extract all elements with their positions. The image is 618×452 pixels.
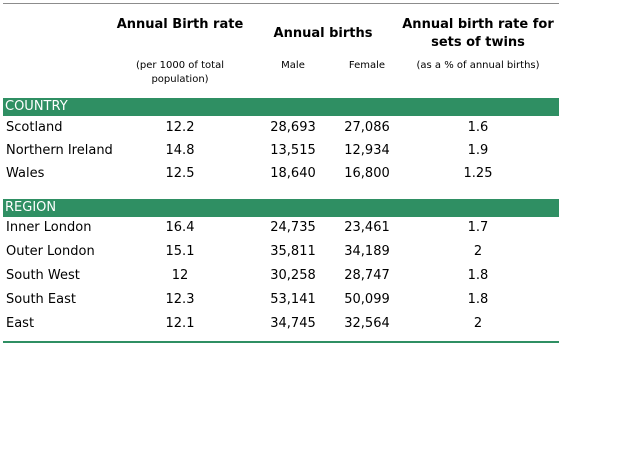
row-male-births: 35,811 [270,244,316,259]
row-twins-rate: 1.8 [467,292,489,307]
row-twins-rate: 1.6 [467,120,489,135]
row-twins-rate: 1.8 [467,268,489,283]
section-country: COUNTRY [3,98,559,116]
birth-rate-subheader: (per 1000 of total population) [135,60,224,85]
row-female-births: 32,564 [344,316,390,331]
twins-rate-header: Annual birth rate for sets of twins [402,17,554,50]
table-header: Annual Birth rate (per 1000 of total pop… [3,3,559,95]
row-name: Inner London [6,220,92,235]
male-column-header: Male [281,60,305,71]
section-region: REGION [3,199,559,217]
twins-rate-subheader: (as a % of annual births) [416,60,540,71]
row-twins-rate: 1.7 [467,220,489,235]
row-birth-rate: 12.3 [165,292,195,307]
row-name: South West [6,268,80,283]
row-twins-rate: 2 [473,316,483,331]
row-male-births: 24,735 [270,220,316,235]
row-male-births: 30,258 [270,268,316,283]
row-name: Outer London [6,244,95,259]
row-birth-rate: 14.8 [165,143,195,158]
row-name: South East [6,292,76,307]
row-name: Scotland [6,120,63,135]
row-female-births: 34,189 [344,244,390,259]
row-male-births: 53,141 [270,292,316,307]
table-row: Outer London 15.1 35,811 34,189 2 [3,240,559,263]
table-row: South East 12.3 53,141 50,099 1.8 [3,288,559,311]
table-row: East 12.1 34,745 32,564 2 [3,312,559,335]
row-twins-rate: 1.9 [467,143,489,158]
row-female-births: 28,747 [344,268,390,283]
row-name: Northern Ireland [6,143,113,158]
row-name: East [6,316,35,331]
row-male-births: 28,693 [270,120,316,135]
row-male-births: 34,745 [270,316,316,331]
table-row: South West 12 30,258 28,747 1.8 [3,264,559,287]
row-female-births: 50,099 [344,292,390,307]
table-row: Northern Ireland 14.8 13,515 12,934 1.9 [3,139,559,162]
bottom-border [3,341,559,343]
table-row: Inner London 16.4 24,735 23,461 1.7 [3,216,559,239]
row-female-births: 23,461 [344,220,390,235]
female-column-header: Female [348,60,386,71]
annual-births-header: Annual births [273,26,373,41]
row-birth-rate: 12.1 [165,316,195,331]
row-twins-rate: 2 [473,244,483,259]
row-male-births: 13,515 [270,143,316,158]
row-female-births: 12,934 [344,143,390,158]
row-female-births: 16,800 [344,166,390,181]
row-male-births: 18,640 [270,166,316,181]
row-female-births: 27,086 [344,120,390,135]
row-birth-rate: 12 [171,268,189,283]
row-birth-rate: 15.1 [165,244,195,259]
row-twins-rate: 1.25 [463,166,493,181]
table-row: Scotland 12.2 28,693 27,086 1.6 [3,116,559,139]
row-birth-rate: 12.2 [165,120,195,135]
table-row: Wales 12.5 18,640 16,800 1.25 [3,162,559,185]
row-birth-rate: 16.4 [165,220,195,235]
top-border [3,3,559,4]
row-birth-rate: 12.5 [165,166,195,181]
row-name: Wales [6,166,45,181]
birth-rate-header: Annual Birth rate [116,17,244,32]
